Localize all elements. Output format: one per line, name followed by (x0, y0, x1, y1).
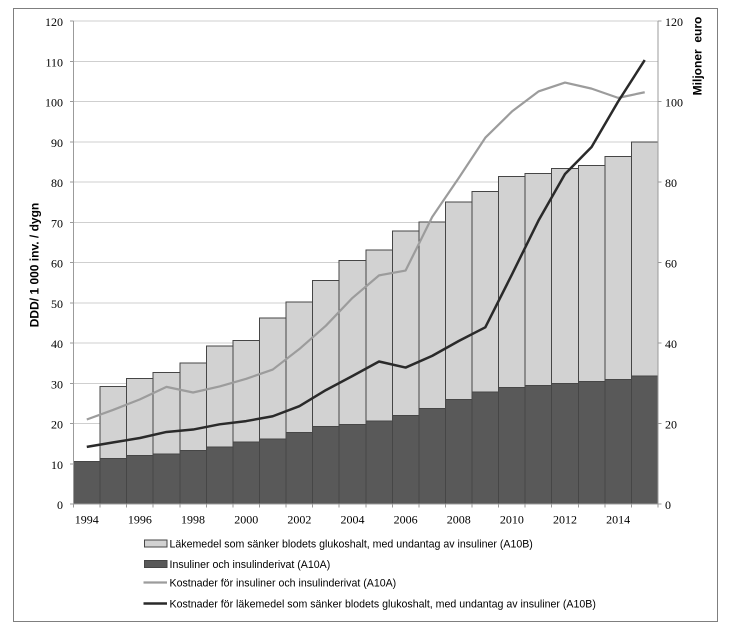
svg-text:20: 20 (51, 418, 63, 432)
svg-text:2012: 2012 (553, 513, 577, 527)
svg-text:DDD/ 1 000 inv. / dygn: DDD/ 1 000 inv. / dygn (28, 203, 42, 327)
svg-text:40: 40 (51, 337, 63, 351)
svg-text:100: 100 (665, 96, 683, 110)
svg-text:50: 50 (51, 297, 63, 311)
svg-text:Kostnader för insuliner och in: Kostnader för insuliner och insulinderiv… (170, 577, 397, 589)
svg-text:120: 120 (665, 15, 683, 29)
svg-text:120: 120 (45, 15, 63, 29)
svg-text:2004: 2004 (340, 513, 364, 527)
svg-text:40: 40 (665, 337, 677, 351)
svg-text:Insuliner och insulinderivat (: Insuliner och insulinderivat (A10A) (170, 559, 331, 571)
svg-text:2002: 2002 (287, 513, 311, 527)
svg-text:0: 0 (57, 498, 63, 512)
svg-text:60: 60 (51, 257, 63, 271)
svg-text:60: 60 (665, 257, 677, 271)
svg-text:1998: 1998 (181, 513, 205, 527)
svg-text:100: 100 (45, 96, 63, 110)
svg-text:2014: 2014 (606, 513, 630, 527)
svg-text:2000: 2000 (234, 513, 258, 527)
svg-text:10: 10 (51, 458, 63, 472)
svg-text:110: 110 (45, 55, 63, 69)
svg-text:Kostnader för läkemedel som sä: Kostnader för läkemedel som sänker blode… (170, 598, 596, 610)
svg-text:80: 80 (665, 176, 677, 190)
svg-text:Läkemedel som sänker blodets g: Läkemedel som sänker blodets glukoshalt,… (170, 538, 533, 550)
svg-text:1994: 1994 (75, 513, 99, 527)
svg-text:70: 70 (51, 216, 63, 230)
svg-text:90: 90 (51, 136, 63, 150)
svg-text:2008: 2008 (447, 513, 471, 527)
svg-text:1996: 1996 (128, 513, 152, 527)
svg-text:0: 0 (665, 498, 671, 512)
svg-text:30: 30 (51, 377, 63, 391)
svg-text:80: 80 (51, 176, 63, 190)
svg-text:20: 20 (665, 418, 677, 432)
svg-text:2010: 2010 (500, 513, 524, 527)
svg-text:Miljoner euro: Miljoner euro (691, 17, 705, 96)
svg-text:2006: 2006 (394, 513, 418, 527)
